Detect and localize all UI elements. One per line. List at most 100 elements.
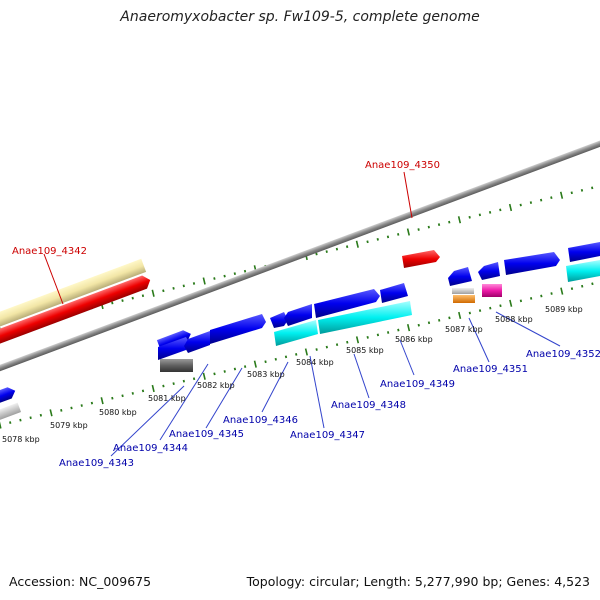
scale-tick — [202, 277, 206, 285]
gene-red-4350 — [402, 250, 440, 268]
gene-label-4347: Anae109_4347 — [290, 430, 365, 441]
scale-tick — [355, 240, 359, 248]
scale-tick — [559, 191, 564, 199]
scale-tick — [417, 228, 420, 231]
scale-tick — [468, 311, 471, 315]
scale-tick — [192, 377, 196, 381]
scale-tick — [100, 397, 104, 405]
scale-tick — [509, 299, 513, 307]
gene-label-4348: Anae109_4348 — [331, 400, 406, 411]
gene-light-r — [452, 288, 474, 294]
scale-tick — [172, 286, 175, 290]
gene-label-4346: Anae109_4346 — [223, 415, 298, 426]
scale-tick — [366, 240, 369, 244]
gene-cyan-a — [274, 320, 318, 346]
tick-row-lower — [0, 282, 594, 429]
scale-tick — [29, 416, 32, 420]
kbp-label: 5083 kbp — [247, 370, 285, 379]
scale-tick — [141, 294, 145, 298]
scale-tick — [591, 186, 594, 190]
scale-tick — [478, 213, 482, 217]
scale-tick — [0, 421, 2, 429]
scale-tick — [304, 348, 309, 356]
gene-blue-4346 — [210, 314, 266, 344]
scale-tick — [529, 297, 533, 300]
scale-tick — [550, 196, 553, 200]
gene-label-4351: Anae109_4351 — [453, 364, 528, 375]
scale-tick — [70, 406, 73, 410]
leader-lines — [43, 171, 561, 457]
scale-tick — [121, 299, 124, 302]
scale-tick — [438, 318, 441, 322]
gene-orange-r — [453, 295, 475, 303]
scale-tick — [233, 367, 237, 371]
scale-tick — [529, 201, 533, 204]
scale-tick — [233, 272, 236, 276]
scale-tick — [346, 340, 349, 344]
gene-red-large — [0, 275, 151, 348]
scale-tick — [468, 215, 471, 219]
scale-tick — [243, 269, 247, 273]
scale-tick — [448, 316, 451, 320]
scale-tick — [539, 198, 543, 202]
gene-blue-4349 — [380, 283, 408, 303]
gene-blue-4345 — [184, 331, 210, 353]
scale-tick — [488, 211, 492, 214]
gene-blue-4348 — [314, 289, 380, 318]
scale-tick — [172, 382, 175, 385]
accession-text: Accession: NC_009675 — [9, 574, 152, 589]
scale-tick — [397, 233, 400, 236]
scale-tick — [540, 294, 543, 298]
scale-tick — [182, 379, 186, 383]
scale-tick — [39, 413, 43, 417]
scale-tick — [151, 384, 155, 393]
scale-tick — [499, 208, 502, 212]
scale-tick — [519, 299, 523, 303]
genome-summary-text: Topology: circular; Length: 5,277,990 bp… — [246, 574, 590, 589]
gene-magenta-r — [482, 284, 502, 297]
scale-tick — [90, 401, 94, 405]
gene-cyan-r — [566, 260, 600, 282]
scale-tick — [406, 324, 411, 332]
gene-label-4352: Anae109_4352 — [526, 349, 600, 360]
scale-tick — [80, 404, 83, 407]
scale-tick — [111, 396, 114, 400]
scale-tick — [376, 333, 380, 337]
scale-tick — [192, 282, 196, 285]
scale-tick — [284, 355, 288, 359]
scale-tick — [295, 353, 298, 356]
scale-tick — [19, 418, 22, 422]
scale-tick — [499, 304, 502, 308]
gene-blue-left — [0, 387, 16, 409]
scale-tick — [345, 245, 349, 249]
kbp-label: 5078 kbp — [2, 435, 40, 444]
kbp-label: 5086 kbp — [395, 335, 433, 344]
genome-backbone — [0, 127, 600, 378]
scale-tick — [151, 289, 155, 297]
scale-tick — [253, 360, 257, 368]
scale-tick — [141, 389, 145, 393]
scale-tick — [550, 292, 553, 295]
scale-tick — [397, 328, 400, 332]
scale-tick — [121, 394, 124, 398]
scale-tick — [448, 220, 451, 224]
kbp-label: 5079 kbp — [50, 421, 88, 430]
gene-label-4350: Anae109_4350 — [365, 160, 440, 171]
gene-blue-4347a — [270, 312, 288, 328]
gene-blue-r3 — [504, 252, 560, 275]
kbp-label: 5081 kbp — [148, 394, 186, 403]
scale-tick — [325, 345, 328, 349]
scale-tick — [366, 335, 369, 339]
scale-tick — [427, 225, 430, 229]
scale-tick — [458, 311, 462, 320]
scale-tick — [560, 287, 564, 295]
scale-tick — [335, 343, 339, 347]
map-title: Anaeromyxobacter sp. Fw109-5, complete g… — [120, 9, 480, 25]
scale-tick — [386, 331, 390, 334]
scale-tick — [315, 252, 318, 256]
gene-label-4344: Anae109_4344 — [113, 443, 188, 454]
scale-tick — [162, 384, 165, 388]
scale-tick — [508, 203, 513, 212]
gene-light-left — [0, 402, 22, 424]
scale-tick — [489, 306, 492, 310]
